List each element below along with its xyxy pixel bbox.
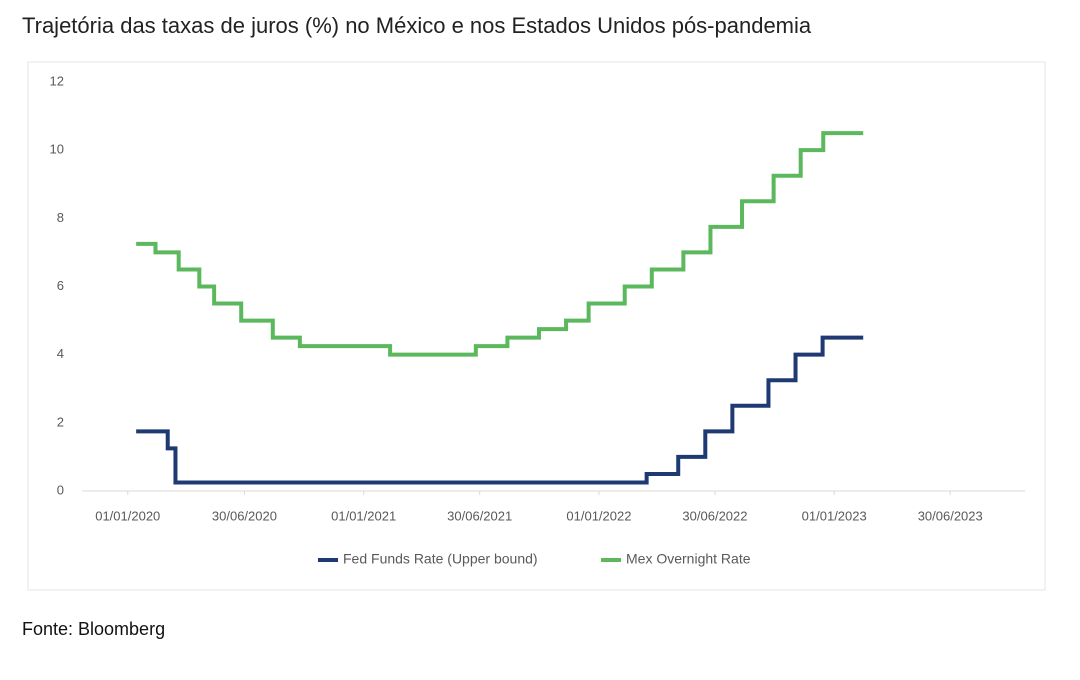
x-tick-label: 01/01/2022 [566,508,631,523]
y-tick-label: 6 [57,278,64,293]
series-line [136,335,864,485]
chart-title: Trajetória das taxas de juros (%) no Méx… [22,13,812,38]
x-tick-label: 30/06/2023 [918,508,983,523]
x-tick-label: 01/01/2020 [95,508,160,523]
y-tick-label: 8 [57,210,64,225]
series-line [136,131,864,357]
chart-frame [27,61,1046,591]
x-tick-label: 30/06/2022 [682,508,747,523]
y-tick-label: 0 [57,482,64,497]
x-tick-label: 30/06/2021 [447,508,512,523]
x-tick-label: 01/01/2023 [802,508,867,523]
source: Fonte: Bloomberg [22,619,165,639]
y-tick-label: 10 [50,142,64,157]
x-tick-label: 01/01/2021 [331,508,396,523]
y-tick-label: 2 [57,414,64,429]
y-tick-label: 12 [50,73,64,88]
legend-label: Mex Overnight Rate [626,551,751,567]
x-tick-label: 30/06/2020 [212,508,277,523]
legend-label: Fed Funds Rate (Upper bound) [343,551,538,567]
y-tick-label: 4 [57,346,64,361]
